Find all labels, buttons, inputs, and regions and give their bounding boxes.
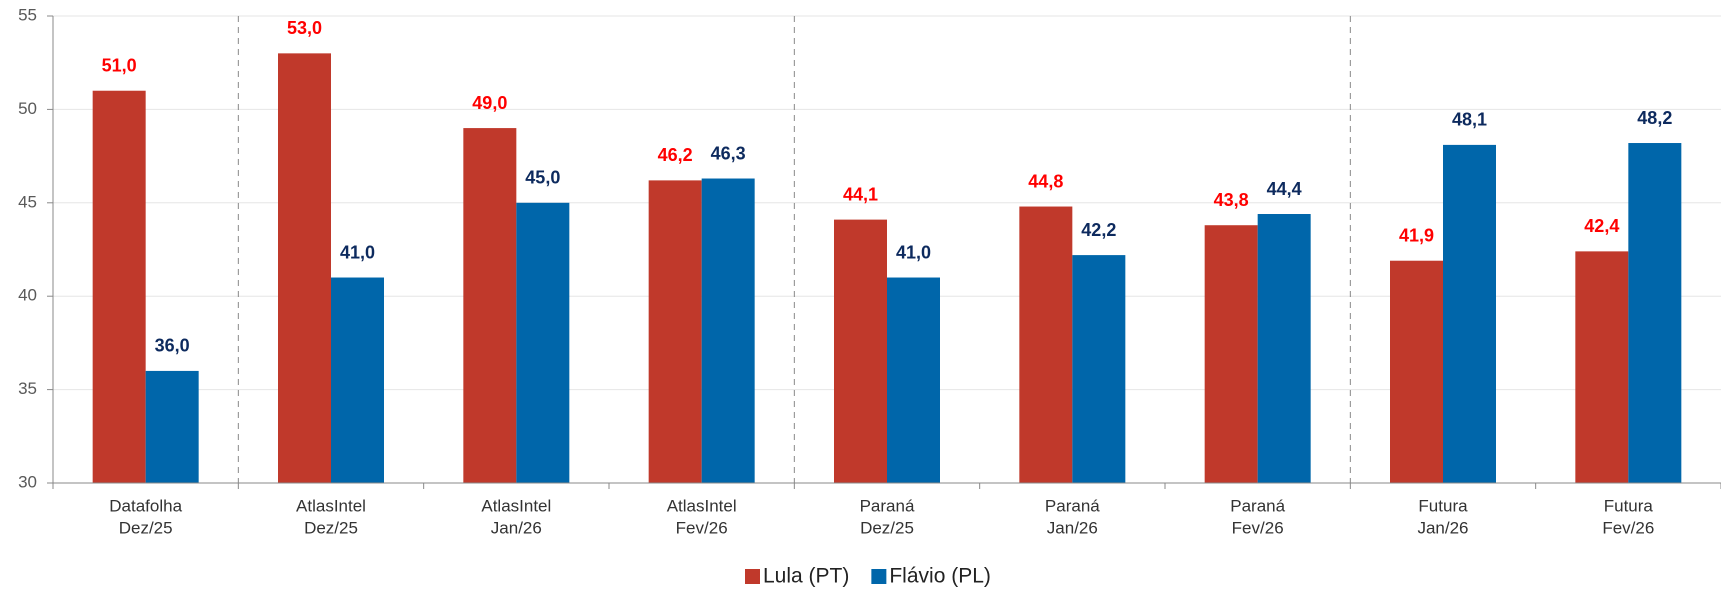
value-label: 46,3 [711,143,746,163]
x-tick-label: Dez/25 [860,518,914,537]
y-tick-label: 30 [18,472,37,491]
y-tick-label: 55 [18,5,37,24]
value-label: 51,0 [102,55,137,75]
value-label: 44,8 [1028,171,1063,191]
bar [1019,206,1073,483]
x-tick-label: AtlasIntel [667,496,737,515]
bar [701,178,755,484]
bar [1443,144,1496,483]
bar [92,90,146,483]
x-tick-label: Futura [1418,496,1468,515]
value-label: 42,2 [1081,220,1116,240]
legend-swatch [871,569,887,584]
x-tick-label: Fev/26 [1232,518,1284,537]
bar [278,53,331,484]
bar [1072,255,1126,483]
bar [331,277,384,483]
bar [516,202,570,484]
y-tick-label: 40 [18,286,37,305]
x-tick-label: Jan/26 [491,518,542,537]
x-tick-label: AtlasIntel [481,496,551,515]
value-label: 44,4 [1267,179,1302,199]
bar [1628,143,1682,484]
bar [834,219,887,483]
bar [145,370,199,483]
bar [1575,251,1629,483]
bar [1204,225,1258,483]
bar [887,277,940,483]
bar [648,180,702,483]
legend-label: Lula (PT) [763,565,849,588]
legend-label: Flávio (PL) [889,565,991,588]
value-label: 42,4 [1584,216,1619,236]
x-tick-label: Fev/26 [676,518,728,537]
x-tick-label: Fev/26 [1602,518,1654,537]
value-label: 36,0 [155,336,190,356]
x-tick-label: Futura [1604,496,1654,515]
x-tick-label: Paraná [1230,496,1285,515]
value-label: 53,0 [287,18,322,38]
x-tick-label: Datafolha [109,496,182,515]
value-label: 41,9 [1399,225,1434,245]
x-tick-label: Jan/26 [1047,518,1098,537]
value-label: 45,0 [525,168,560,188]
bar [1390,260,1443,483]
legend-swatch [745,569,760,584]
value-label: 43,8 [1214,190,1249,210]
value-label: 48,1 [1452,110,1487,130]
y-tick-label: 50 [18,99,37,118]
value-label: 48,2 [1637,108,1672,128]
x-tick-label: Dez/25 [119,518,173,537]
x-tick-label: Paraná [860,496,915,515]
bar [463,128,517,483]
bar [1257,214,1311,483]
value-label: 44,1 [843,184,878,204]
x-tick-label: Jan/26 [1417,518,1468,537]
x-tick-label: AtlasIntel [296,496,366,515]
y-tick-label: 45 [18,192,37,211]
x-tick-label: Paraná [1045,496,1100,515]
value-label: 46,2 [658,145,693,165]
y-tick-label: 35 [18,379,37,398]
value-label: 41,0 [340,242,375,262]
value-label: 41,0 [896,242,931,262]
value-label: 49,0 [472,93,507,113]
x-tick-label: Dez/25 [304,518,358,537]
